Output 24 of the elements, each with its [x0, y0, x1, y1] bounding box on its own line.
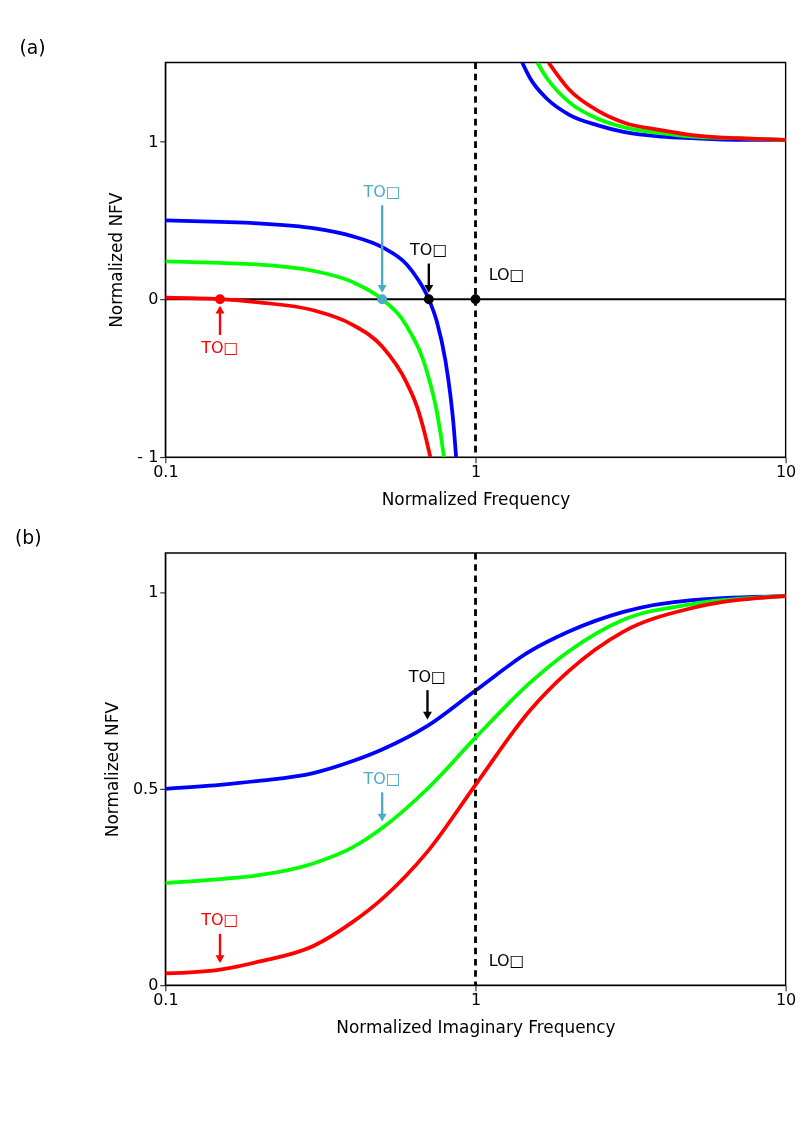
x-tick-label: 10: [775, 462, 797, 482]
y-tick-label: 0: [148, 289, 159, 309]
annotation: TO□: [200, 337, 239, 357]
annotation: TO□: [409, 240, 448, 260]
x-tick-label: 0.1: [153, 990, 179, 1010]
chart-title: (b): [15, 527, 42, 549]
annotation: LO□: [488, 950, 525, 970]
x-tick-label: 10: [775, 990, 797, 1010]
y-tick-label: 0.5: [132, 778, 159, 798]
annotation: TO□: [362, 181, 401, 201]
chart-title: (a): [19, 36, 46, 58]
y-tick-label: 1: [148, 131, 159, 151]
y-tick-label: 1: [148, 582, 159, 602]
x-axis-title: Normalized Frequency: [381, 488, 571, 509]
annotation: TO□: [362, 768, 401, 788]
x-tick-label: 1: [470, 990, 482, 1010]
x-axis-title: Normalized Imaginary Frequency: [336, 1016, 616, 1037]
y-axis-title: Normalized NFV: [101, 701, 122, 838]
annotation: LO□: [488, 264, 525, 284]
annotation: TO□: [407, 666, 447, 686]
y-axis-title: Normalized NFV: [106, 192, 127, 328]
annotation: TO□: [200, 910, 239, 930]
x-tick-label: 0.1: [153, 462, 179, 482]
x-tick-label: 1: [470, 462, 482, 482]
